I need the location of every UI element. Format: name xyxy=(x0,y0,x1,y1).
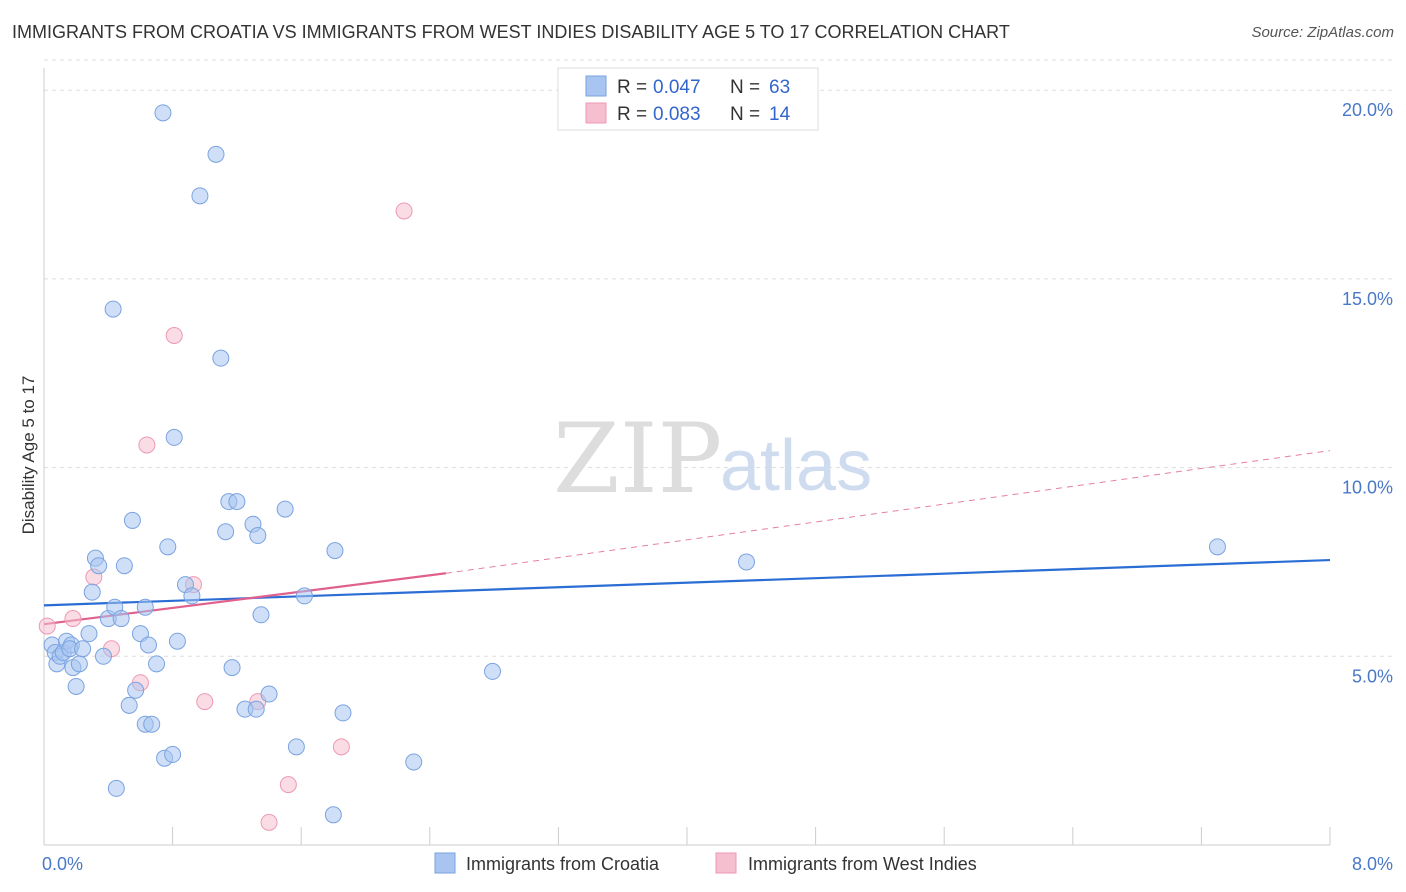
legend-n-label-croatia: N = xyxy=(730,77,760,98)
tick-labels: 5.0% 10.0% 15.0% 20.0% 0.0% 8.0% xyxy=(42,100,1393,874)
point-croatia-41 xyxy=(223,659,241,677)
y-tick-label-3: 20.0% xyxy=(1342,100,1393,120)
bottom-legend-swatch-westindies xyxy=(715,852,737,874)
point-westindies-12 xyxy=(332,738,350,756)
point-croatia-38 xyxy=(212,349,230,367)
point-croatia-58 xyxy=(1208,538,1226,556)
point-croatia-33 xyxy=(168,632,186,650)
y-tick-label-1: 10.0% xyxy=(1342,478,1393,498)
point-croatia-36 xyxy=(191,187,209,205)
grid-lines xyxy=(44,59,1395,657)
legend-n-value-croatia: 63 xyxy=(769,77,790,98)
bottom-legend-swatch-croatia xyxy=(434,852,456,874)
bottom-legend: Immigrants from Croatia Immigrants from … xyxy=(434,852,977,874)
legend-n-label-westindies: N = xyxy=(730,104,760,125)
trend-line-croatia xyxy=(43,558,1331,607)
point-croatia-62 xyxy=(74,640,92,658)
point-westindies-5 xyxy=(138,436,156,454)
point-croatia-56 xyxy=(483,662,501,680)
point-westindies-0 xyxy=(38,617,56,635)
source-label: Source: ZipAtlas.com xyxy=(1251,24,1394,41)
legend-r-label-croatia: R = xyxy=(617,77,647,98)
point-croatia-35 xyxy=(183,587,201,605)
point-croatia-22 xyxy=(127,681,145,699)
trend-line-westindies-extension xyxy=(445,450,1331,574)
point-croatia-10 xyxy=(80,625,98,643)
y-tick-label-2: 15.0% xyxy=(1342,289,1393,309)
watermark: ZIP atlas xyxy=(553,403,872,515)
point-croatia-59 xyxy=(104,300,122,318)
point-croatia-18 xyxy=(112,610,130,628)
y-axis-label: Disability Age 5 to 17 xyxy=(19,376,38,535)
point-croatia-17 xyxy=(107,779,125,797)
point-croatia-51 xyxy=(295,587,313,605)
x-tick-label-1: 8.0% xyxy=(1352,854,1393,874)
point-croatia-32 xyxy=(165,428,183,446)
point-westindies-1 xyxy=(64,610,82,628)
bottom-legend-label-westindies: Immigrants from West Indies xyxy=(748,854,977,874)
y-tick-label-0: 5.0% xyxy=(1352,666,1393,686)
point-westindies-10 xyxy=(260,813,278,831)
data-points xyxy=(38,104,1226,831)
point-westindies-11 xyxy=(279,776,297,794)
point-croatia-30 xyxy=(159,538,177,556)
point-croatia-19 xyxy=(115,557,133,575)
point-croatia-54 xyxy=(334,704,352,722)
watermark-atlas: atlas xyxy=(720,426,872,506)
point-croatia-49 xyxy=(276,500,294,518)
point-croatia-60 xyxy=(154,104,172,122)
x-tick-label-0: 0.0% xyxy=(42,854,83,874)
chart-title: IMMIGRANTS FROM CROATIA VS IMMIGRANTS FR… xyxy=(12,22,1010,42)
point-croatia-42 xyxy=(228,493,246,511)
point-croatia-13 xyxy=(90,557,108,575)
point-croatia-45 xyxy=(247,700,265,718)
point-croatia-28 xyxy=(148,655,166,673)
point-croatia-55 xyxy=(405,753,423,771)
legend-swatch-westindies xyxy=(585,102,607,124)
point-croatia-14 xyxy=(94,647,112,665)
point-croatia-8 xyxy=(67,677,85,695)
legend-swatch-croatia xyxy=(585,75,607,97)
point-croatia-46 xyxy=(249,527,267,545)
point-croatia-11 xyxy=(83,583,101,601)
point-croatia-53 xyxy=(326,542,344,560)
point-croatia-26 xyxy=(139,636,157,654)
point-croatia-27 xyxy=(143,715,161,733)
point-croatia-52 xyxy=(324,806,342,824)
point-westindies-13 xyxy=(395,202,413,220)
axes xyxy=(43,68,1331,846)
legend: R = 0.047 N = 63 R = 0.083 N = 14 xyxy=(557,67,819,131)
point-croatia-24 xyxy=(136,598,154,616)
point-croatia-47 xyxy=(252,606,270,624)
bottom-legend-label-croatia: Immigrants from Croatia xyxy=(466,854,660,874)
point-croatia-31 xyxy=(164,745,182,763)
point-croatia-21 xyxy=(123,511,141,529)
legend-n-value-westindies: 14 xyxy=(769,104,791,125)
legend-r-value-croatia: 0.047 xyxy=(653,77,701,98)
point-croatia-50 xyxy=(287,738,305,756)
point-croatia-9 xyxy=(70,655,88,673)
point-croatia-20 xyxy=(120,696,138,714)
point-westindies-8 xyxy=(196,693,214,711)
point-westindies-6 xyxy=(165,327,183,345)
legend-r-value-westindies: 0.083 xyxy=(653,104,701,125)
point-croatia-39 xyxy=(217,523,235,541)
point-croatia-48 xyxy=(260,685,278,703)
point-croatia-57 xyxy=(737,553,755,571)
legend-r-label-westindies: R = xyxy=(617,104,647,125)
point-croatia-37 xyxy=(207,145,225,163)
watermark-zip: ZIP xyxy=(553,403,722,515)
